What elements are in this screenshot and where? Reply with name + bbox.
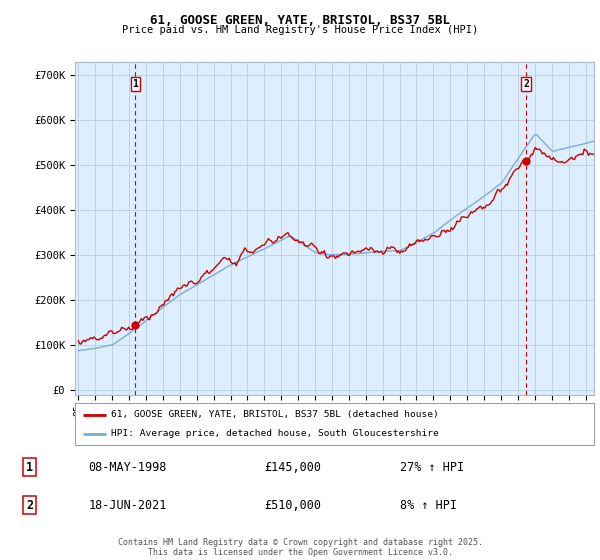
Text: Price paid vs. HM Land Registry's House Price Index (HPI): Price paid vs. HM Land Registry's House … bbox=[122, 25, 478, 35]
Text: 2: 2 bbox=[523, 79, 529, 89]
Text: 61, GOOSE GREEN, YATE, BRISTOL, BS37 5BL: 61, GOOSE GREEN, YATE, BRISTOL, BS37 5BL bbox=[150, 14, 450, 27]
Text: 61, GOOSE GREEN, YATE, BRISTOL, BS37 5BL (detached house): 61, GOOSE GREEN, YATE, BRISTOL, BS37 5BL… bbox=[112, 410, 439, 419]
Text: Contains HM Land Registry data © Crown copyright and database right 2025.
This d: Contains HM Land Registry data © Crown c… bbox=[118, 538, 482, 557]
Text: 27% ↑ HPI: 27% ↑ HPI bbox=[400, 460, 464, 474]
Text: HPI: Average price, detached house, South Gloucestershire: HPI: Average price, detached house, Sout… bbox=[112, 430, 439, 438]
Text: 18-JUN-2021: 18-JUN-2021 bbox=[88, 498, 167, 512]
Text: 2: 2 bbox=[26, 498, 33, 512]
Text: 8% ↑ HPI: 8% ↑ HPI bbox=[400, 498, 457, 512]
Text: 1: 1 bbox=[133, 79, 139, 89]
Text: £145,000: £145,000 bbox=[265, 460, 322, 474]
Text: 08-MAY-1998: 08-MAY-1998 bbox=[88, 460, 167, 474]
Text: 1: 1 bbox=[26, 460, 33, 474]
Text: £510,000: £510,000 bbox=[265, 498, 322, 512]
